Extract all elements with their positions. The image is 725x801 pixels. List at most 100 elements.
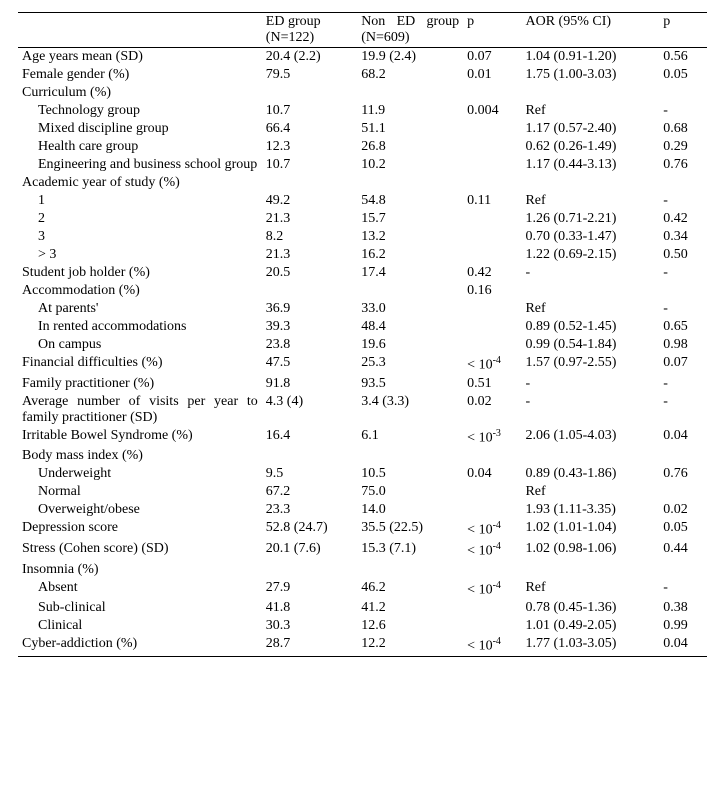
cell-ed: 21.3 xyxy=(262,210,357,228)
cell-p2: 0.04 xyxy=(659,427,707,448)
cell-p1 xyxy=(463,483,521,501)
cell-p1 xyxy=(463,561,521,579)
cell-aor: - xyxy=(521,264,659,282)
row-label: Average number of visits per year to fam… xyxy=(18,393,262,427)
cell-ed: 21.3 xyxy=(262,246,357,264)
cell-ed: 52.8 (24.7) xyxy=(262,519,357,540)
cell-aor: 1.02 (1.01-1.04) xyxy=(521,519,659,540)
table-row: Absent27.946.2< 10-4Ref- xyxy=(18,579,707,600)
cell-p1 xyxy=(463,156,521,174)
cell-ed: 23.8 xyxy=(262,336,357,354)
cell-p1 xyxy=(463,318,521,336)
cell-non-ed: 13.2 xyxy=(357,228,463,246)
cell-p2 xyxy=(659,174,707,192)
table-row: 38.213.20.70 (0.33-1.47)0.34 xyxy=(18,228,707,246)
cell-aor: Ref xyxy=(521,579,659,600)
cell-non-ed: 19.6 xyxy=(357,336,463,354)
cell-aor: 0.78 (0.45-1.36) xyxy=(521,599,659,617)
cell-p2: - xyxy=(659,300,707,318)
cell-p1: < 10-4 xyxy=(463,540,521,561)
cell-p2: 0.65 xyxy=(659,318,707,336)
cell-p1: < 10-4 xyxy=(463,579,521,600)
table-row: Body mass index (%) xyxy=(18,447,707,465)
cell-ed: 20.4 (2.2) xyxy=(262,48,357,67)
cell-non-ed xyxy=(357,447,463,465)
table-row: Age years mean (SD)20.4 (2.2)19.9 (2.4)0… xyxy=(18,48,707,67)
cell-p2 xyxy=(659,282,707,300)
table-row: Academic year of study (%) xyxy=(18,174,707,192)
cell-ed: 10.7 xyxy=(262,102,357,120)
row-label: > 3 xyxy=(18,246,262,264)
stats-table: ED group (N=122) Non ED group (N=609) p … xyxy=(18,12,707,657)
cell-ed: 23.3 xyxy=(262,501,357,519)
cell-p1 xyxy=(463,84,521,102)
cell-non-ed xyxy=(357,561,463,579)
cell-p1 xyxy=(463,174,521,192)
table-row: Cyber-addiction (%)28.712.2< 10-41.77 (1… xyxy=(18,635,707,656)
cell-aor: 1.57 (0.97-2.55) xyxy=(521,354,659,375)
header-non-ed: Non ED group (N=609) xyxy=(357,13,463,48)
cell-aor xyxy=(521,282,659,300)
table-row: Curriculum (%) xyxy=(18,84,707,102)
cell-aor xyxy=(521,84,659,102)
cell-non-ed: 68.2 xyxy=(357,66,463,84)
cell-p1: 0.51 xyxy=(463,375,521,393)
cell-ed: 30.3 xyxy=(262,617,357,635)
cell-aor xyxy=(521,174,659,192)
cell-ed: 49.2 xyxy=(262,192,357,210)
row-label: 3 xyxy=(18,228,262,246)
row-label: Academic year of study (%) xyxy=(18,174,262,192)
cell-non-ed: 25.3 xyxy=(357,354,463,375)
cell-non-ed: 93.5 xyxy=(357,375,463,393)
cell-non-ed: 33.0 xyxy=(357,300,463,318)
cell-non-ed: 10.5 xyxy=(357,465,463,483)
cell-ed: 39.3 xyxy=(262,318,357,336)
table-row: Insomnia (%) xyxy=(18,561,707,579)
row-label: On campus xyxy=(18,336,262,354)
cell-p2: - xyxy=(659,102,707,120)
table-row: Depression score52.8 (24.7)35.5 (22.5)< … xyxy=(18,519,707,540)
table-row: Financial difficulties (%)47.525.3< 10-4… xyxy=(18,354,707,375)
cell-ed: 66.4 xyxy=(262,120,357,138)
cell-ed: 20.5 xyxy=(262,264,357,282)
cell-ed: 9.5 xyxy=(262,465,357,483)
row-label: Cyber-addiction (%) xyxy=(18,635,262,656)
row-label: Clinical xyxy=(18,617,262,635)
cell-p2: - xyxy=(659,264,707,282)
table-row: Sub-clinical41.841.20.78 (0.45-1.36)0.38 xyxy=(18,599,707,617)
header-blank xyxy=(18,13,262,48)
cell-non-ed: 14.0 xyxy=(357,501,463,519)
cell-p2: - xyxy=(659,192,707,210)
cell-p1: < 10-4 xyxy=(463,354,521,375)
row-label: Health care group xyxy=(18,138,262,156)
row-label: Absent xyxy=(18,579,262,600)
cell-ed: 91.8 xyxy=(262,375,357,393)
cell-ed: 8.2 xyxy=(262,228,357,246)
cell-non-ed: 19.9 (2.4) xyxy=(357,48,463,67)
cell-p2: 0.99 xyxy=(659,617,707,635)
cell-p2: 0.76 xyxy=(659,156,707,174)
cell-p1 xyxy=(463,300,521,318)
row-label: Student job holder (%) xyxy=(18,264,262,282)
cell-non-ed: 12.6 xyxy=(357,617,463,635)
table-row: Average number of visits per year to fam… xyxy=(18,393,707,427)
cell-aor xyxy=(521,561,659,579)
header-p1: p xyxy=(463,13,521,48)
cell-aor: 1.77 (1.03-3.05) xyxy=(521,635,659,656)
cell-p2: 0.05 xyxy=(659,519,707,540)
table-row: Female gender (%)79.568.20.011.75 (1.00-… xyxy=(18,66,707,84)
cell-p2: 0.04 xyxy=(659,635,707,656)
row-label: Mixed discipline group xyxy=(18,120,262,138)
cell-aor: Ref xyxy=(521,102,659,120)
table-row: 149.254.80.11Ref- xyxy=(18,192,707,210)
cell-aor: Ref xyxy=(521,192,659,210)
cell-p2 xyxy=(659,84,707,102)
cell-ed: 67.2 xyxy=(262,483,357,501)
cell-p1: 0.01 xyxy=(463,66,521,84)
row-label: Curriculum (%) xyxy=(18,84,262,102)
table-row: Irritable Bowel Syndrome (%)16.46.1< 10-… xyxy=(18,427,707,448)
cell-p1 xyxy=(463,336,521,354)
cell-aor: 1.93 (1.11-3.35) xyxy=(521,501,659,519)
cell-aor: 1.01 (0.49-2.05) xyxy=(521,617,659,635)
cell-p2: 0.02 xyxy=(659,501,707,519)
